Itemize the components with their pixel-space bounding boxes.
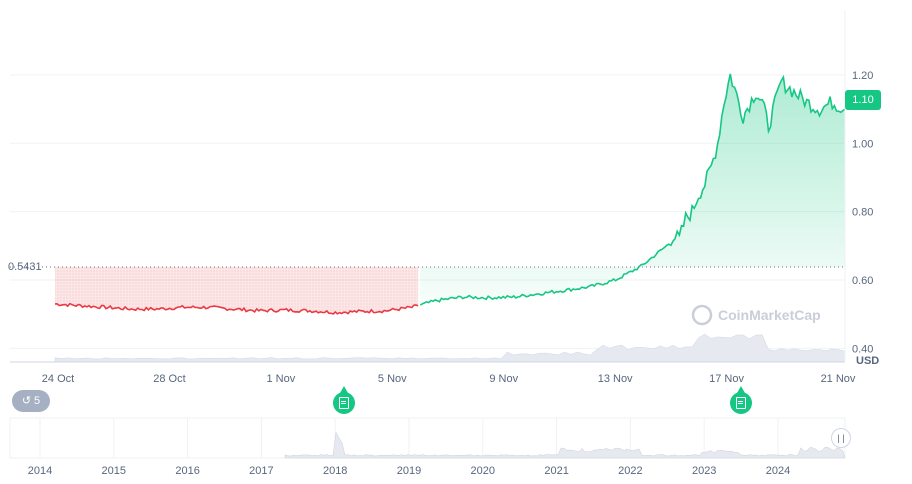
x-tick-label: 28 Oct <box>153 373 185 385</box>
x-tick-label: 9 Nov <box>489 373 518 385</box>
x-axis: 24 Oct 28 Oct 1 Nov 5 Nov 9 Nov 13 Nov 17 Nov 2… <box>42 373 856 385</box>
x-tick-label: 13 Nov <box>598 373 633 385</box>
volume-bars <box>54 333 846 363</box>
overview-volume-area <box>284 431 846 459</box>
watermark: CoinMarketCap <box>691 304 821 326</box>
watermark-text: CoinMarketCap <box>718 307 821 323</box>
current-price-tag: 1.10 <box>845 90 881 110</box>
event-marker-document-icon[interactable] <box>730 386 752 414</box>
base-price-value: 0.5431 <box>8 261 42 273</box>
document-icon <box>736 397 746 409</box>
above-base-area <box>420 73 845 306</box>
history-button[interactable]: ↺ 5 <box>12 390 50 412</box>
overview-year-label: 2014 <box>28 465 52 477</box>
x-tick-label: 1 Nov <box>266 373 295 385</box>
range-handle[interactable]: | | <box>831 428 851 448</box>
overview-year-label: 2022 <box>618 465 642 477</box>
event-marker-document-icon[interactable] <box>333 386 355 414</box>
current-price-value: 1.10 <box>852 94 874 106</box>
overview-year-label: 2021 <box>544 465 568 477</box>
x-tick-label: 24 Oct <box>42 373 74 385</box>
price-line-up <box>419 73 846 306</box>
y-tick-label: 0.60 <box>852 275 873 287</box>
overview-year-label: 2020 <box>471 465 495 477</box>
overview-year-label: 2024 <box>766 465 790 477</box>
overview-navigator: 2014 2015 2016 2017 2018 2019 2020 2021 2022 2023… <box>9 417 846 477</box>
unit-label: USD <box>856 355 879 367</box>
y-tick-label: 0.40 <box>852 343 873 355</box>
history-icon: ↺ <box>21 395 32 407</box>
y-tick-label: 0.80 <box>852 207 873 219</box>
overview-year-label: 2023 <box>692 465 716 477</box>
overview-year-label: 2015 <box>102 465 126 477</box>
x-tick-label: 21 Nov <box>821 373 856 385</box>
volume-area <box>54 333 846 363</box>
below-base-area <box>55 267 419 314</box>
overview-year-label: 2018 <box>323 465 347 477</box>
x-tick-label: 5 Nov <box>378 373 407 385</box>
overview-year-label: 2017 <box>249 465 273 477</box>
y-axis: 0.40 0.60 0.80 1.00 1.20 <box>852 70 873 355</box>
y-tick-label: 1.20 <box>852 70 873 82</box>
base-price-label: 0.5431 <box>8 261 42 273</box>
overview-year-label: 2019 <box>397 465 421 477</box>
document-icon <box>339 397 349 409</box>
overview-year-axis: 2014 2015 2016 2017 2018 2019 2020 2021 2022 2023… <box>28 465 790 477</box>
y-tick-label: 1.00 <box>852 138 873 150</box>
price-line-down <box>54 302 419 315</box>
x-tick-label: 17 Nov <box>709 373 744 385</box>
history-count: 5 <box>34 395 41 407</box>
overview-year-label: 2016 <box>175 465 199 477</box>
